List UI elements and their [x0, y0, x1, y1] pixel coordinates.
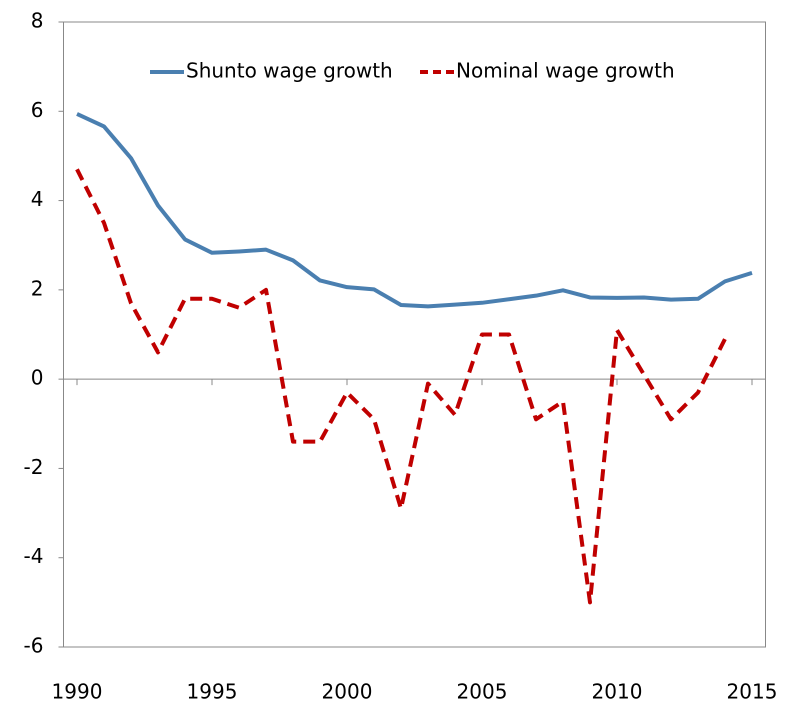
y-tick-label: 8: [31, 9, 44, 33]
y-tick-label: 6: [31, 98, 44, 122]
x-tick-label: 2005: [457, 680, 508, 704]
y-tick-label: 0: [31, 366, 44, 390]
x-tick-label: 2010: [592, 680, 643, 704]
series-line: [76, 112, 753, 309]
plot-frame: [63, 21, 766, 648]
y-tick-label: -6: [24, 634, 44, 658]
x-tick-label: 2015: [727, 680, 778, 704]
x-tick-label: 1990: [52, 680, 103, 704]
y-tick-label: -2: [24, 455, 44, 479]
x-tick-label: 2000: [322, 680, 373, 704]
legend-label: Shunto wage growth: [186, 59, 393, 83]
y-tick-label: -4: [24, 544, 44, 568]
legend-label: Nominal wage growth: [456, 59, 675, 83]
x-tick-label: 1995: [187, 680, 238, 704]
series-line: [75, 168, 727, 605]
y-tick-label: 4: [31, 187, 44, 211]
y-tick-label: 2: [31, 276, 44, 300]
